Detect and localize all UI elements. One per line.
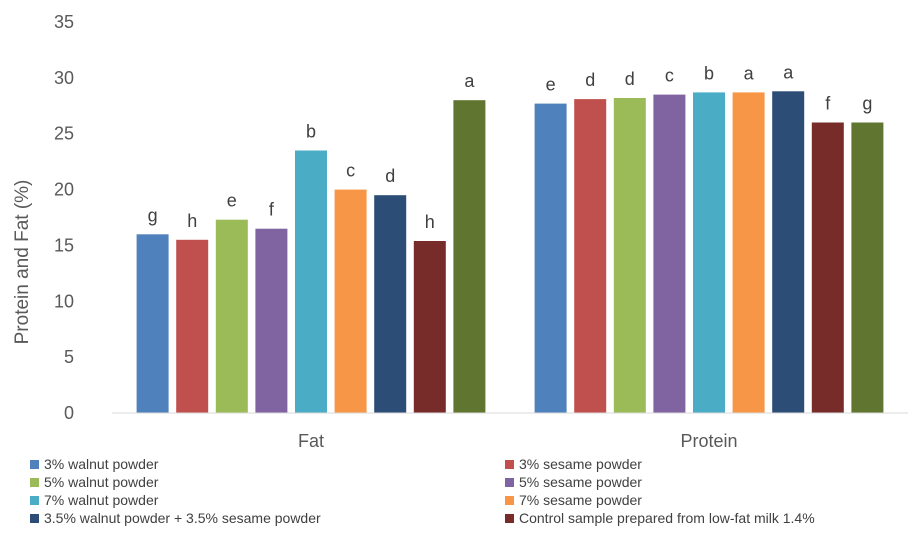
bar-protein-2 xyxy=(613,98,646,413)
legend-item: 3.5% walnut powder + 3.5% sesame powder xyxy=(30,510,321,526)
significance-label: g xyxy=(862,94,872,114)
y-tick-label: 15 xyxy=(54,235,74,255)
significance-label: a xyxy=(744,63,755,83)
legend-label: 3% walnut powder xyxy=(44,456,159,472)
legend-label: 5% walnut powder xyxy=(44,474,159,490)
bar-fat-2 xyxy=(215,219,248,413)
significance-label: d xyxy=(385,166,395,186)
significance-label: h xyxy=(187,211,197,231)
bar-protein-7 xyxy=(811,122,844,413)
bar-fat-1 xyxy=(176,239,209,413)
significance-label: d xyxy=(625,69,635,89)
bar-fat-8 xyxy=(453,100,486,413)
bar-fat-3 xyxy=(255,228,288,413)
y-tick-label: 25 xyxy=(54,124,74,144)
bar-fat-7 xyxy=(413,241,446,413)
y-tick-label: 10 xyxy=(54,291,74,311)
legend-label: Control sample prepared from low-fat mil… xyxy=(519,510,815,526)
bar-fat-5 xyxy=(334,189,367,413)
y-tick-label: 35 xyxy=(54,12,74,32)
category-label-protein: Protein xyxy=(680,431,737,451)
legend-item: 7% sesame powder xyxy=(505,492,642,508)
significance-label: c xyxy=(346,161,355,181)
bar-chart: 0 5 10 15 20 25 30 35 g h e f b c d h a e d d c b a a f g Fat Pro… xyxy=(12,12,908,451)
significance-label: f xyxy=(269,200,275,220)
y-tick-label: 5 xyxy=(64,347,74,367)
y-tick-label: 0 xyxy=(64,403,74,423)
y-axis-ticks: 0 5 10 15 20 25 30 35 xyxy=(54,12,74,423)
significance-label: d xyxy=(585,70,595,90)
significance-label: c xyxy=(665,66,674,86)
significance-label: e xyxy=(546,75,556,95)
legend-label: 7% sesame powder xyxy=(519,492,642,508)
bar-protein-4 xyxy=(693,92,725,414)
bars xyxy=(136,91,884,414)
significance-labels: g h e f b c d h a e d d c b a a f g xyxy=(148,62,873,232)
y-tick-label: 30 xyxy=(54,68,74,88)
significance-label: h xyxy=(425,212,435,232)
significance-label: b xyxy=(704,63,714,83)
legend-item: 7% walnut powder xyxy=(30,492,158,508)
legend-swatch xyxy=(30,513,39,523)
bar-protein-3 xyxy=(653,94,686,413)
y-axis-title: Protein and Fat (%) xyxy=(12,180,33,345)
bar-protein-1 xyxy=(574,99,607,413)
bar-fat-6 xyxy=(374,195,407,413)
legend-item: 5% walnut powder xyxy=(30,474,158,490)
bar-protein-8 xyxy=(851,122,884,413)
bar-protein-0 xyxy=(534,103,567,413)
legend-item: 3% sesame powder xyxy=(505,456,642,472)
legend-label: 7% walnut powder xyxy=(44,492,159,508)
legend-swatch xyxy=(505,459,514,469)
significance-label: a xyxy=(464,71,475,91)
significance-label: e xyxy=(227,191,237,211)
significance-label: f xyxy=(825,94,831,114)
category-labels: Fat Protein xyxy=(298,431,738,451)
legend-swatch xyxy=(505,495,514,505)
legend-swatch xyxy=(30,495,39,505)
significance-label: g xyxy=(148,205,158,225)
legend-swatch xyxy=(505,513,514,523)
legend-swatch xyxy=(30,459,39,469)
legend-label: 5% sesame powder xyxy=(519,474,642,490)
significance-label: b xyxy=(306,122,316,142)
legend-item: 5% sesame powder xyxy=(505,474,642,490)
legend-swatch xyxy=(30,477,39,487)
legend-label: 3% sesame powder xyxy=(519,456,642,472)
legend-swatch xyxy=(505,477,514,487)
legend-label: 3.5% walnut powder + 3.5% sesame powder xyxy=(44,510,321,526)
y-tick-label: 20 xyxy=(54,180,74,200)
significance-label: a xyxy=(783,62,794,82)
bar-protein-5 xyxy=(732,92,765,414)
bar-fat-0 xyxy=(136,234,169,413)
legend-item: Control sample prepared from low-fat mil… xyxy=(505,510,815,526)
bar-protein-6 xyxy=(772,91,805,414)
legend-item: 3% walnut powder xyxy=(30,456,158,472)
bar-fat-4 xyxy=(295,150,327,413)
category-label-fat: Fat xyxy=(298,431,324,451)
